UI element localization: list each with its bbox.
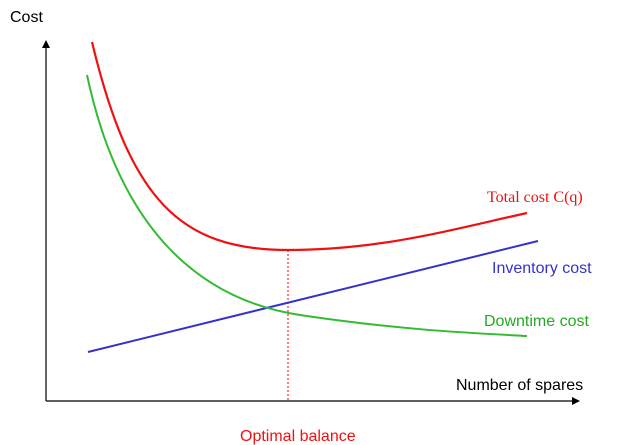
y-axis-label: Cost (10, 9, 43, 26)
downtime-curve (86, 74, 528, 337)
total-curve (90, 41, 528, 252)
inventory-curve (87, 240, 539, 353)
x-axis-label: Number of spares (456, 377, 583, 394)
curve-label: Inventory cost (492, 260, 592, 277)
curve-label: Downtime cost (484, 313, 589, 330)
annotation: Optimal balance (240, 428, 356, 445)
curve-label: Total cost C(q) (487, 189, 583, 206)
